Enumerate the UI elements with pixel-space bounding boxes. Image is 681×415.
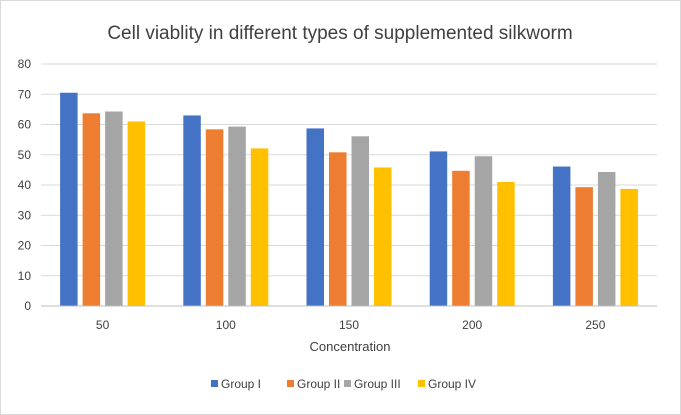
y-tick-label: 70	[18, 87, 32, 101]
bar	[228, 126, 246, 307]
legend-label: Group I	[221, 377, 261, 391]
y-tick-label: 20	[18, 239, 32, 253]
y-tick-label: 10	[18, 269, 32, 283]
legend-label: Group III	[354, 377, 401, 391]
y-tick-label: 50	[18, 148, 32, 162]
bar	[127, 121, 146, 306]
legend-swatch	[211, 380, 218, 387]
y-tick-label: 60	[18, 118, 32, 132]
bar	[552, 166, 571, 306]
x-tick-label: 50	[96, 318, 110, 332]
bar	[429, 151, 448, 306]
bar	[306, 128, 324, 306]
x-axis-ticks: 50 100 150 200 250	[96, 318, 606, 332]
bar	[374, 167, 392, 306]
legend-swatch	[287, 380, 294, 387]
y-tick-label: 30	[18, 208, 32, 222]
bar	[183, 115, 201, 306]
bar	[329, 152, 347, 306]
bar	[497, 181, 515, 306]
bar	[60, 92, 78, 306]
x-axis-label: Concentration	[310, 339, 391, 354]
x-tick-label: 100	[216, 318, 236, 332]
legend-label: Group II	[297, 377, 340, 391]
chart-title: Cell viablity in different types of supp…	[107, 23, 572, 44]
bar	[575, 187, 593, 306]
bar	[351, 136, 369, 306]
bar	[474, 156, 493, 306]
x-tick-label: 200	[462, 318, 482, 332]
bar	[205, 129, 224, 306]
bar	[620, 188, 638, 306]
y-axis-ticks: 0 10 20 30 40 50 60 70 80	[18, 57, 32, 313]
legend: Group I Group II Group III Group IV	[211, 377, 476, 391]
y-tick-label: 40	[18, 178, 32, 192]
legend-label: Group IV	[428, 377, 476, 391]
x-tick-label: 150	[339, 318, 359, 332]
y-tick-label: 80	[18, 57, 32, 71]
y-tick-label: 0	[24, 299, 31, 313]
bars	[60, 92, 638, 307]
bar	[82, 113, 101, 307]
bar	[452, 170, 470, 306]
x-tick-label: 250	[585, 318, 605, 332]
bar	[250, 148, 269, 306]
legend-swatch	[418, 380, 425, 387]
bar	[597, 171, 616, 306]
bar	[105, 111, 123, 307]
legend-swatch	[344, 380, 351, 387]
